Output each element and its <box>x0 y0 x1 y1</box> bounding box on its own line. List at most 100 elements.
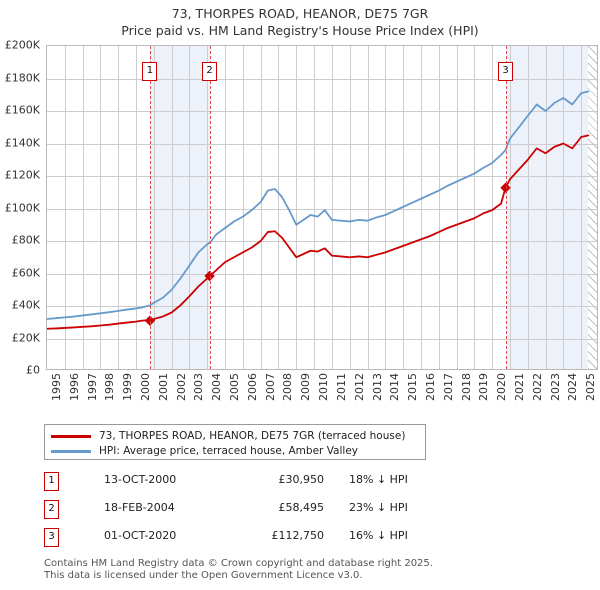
x-axis-tick-label: 2024 <box>566 373 580 401</box>
y-axis-tick-label: £140K <box>4 136 40 149</box>
gridline-vertical <box>314 46 315 369</box>
gridline-vertical <box>118 46 119 369</box>
sales-row-price: £58,495 <box>278 501 325 514</box>
gridline-vertical <box>439 46 440 369</box>
gridline-horizontal <box>47 274 597 275</box>
gridline-horizontal <box>47 79 597 80</box>
chart-projection-hatched-band <box>588 46 597 369</box>
y-axis-tick-label: £20K <box>11 331 40 344</box>
gridline-vertical <box>385 46 386 369</box>
sales-table-row[interactable]: 2 18-FEB-2004 £58,495 23% ↓ HPI <box>44 498 464 526</box>
sales-history-table: 1 13-OCT-2000 £30,950 18% ↓ HPI 2 18-FEB-2004… <box>44 470 464 554</box>
x-axis-tick-label: 2008 <box>281 373 295 401</box>
y-axis-tick-label: £60K <box>11 266 40 279</box>
x-axis-tick-label: 2013 <box>370 373 384 401</box>
x-axis-tick-label: 1996 <box>67 373 81 401</box>
sales-row-price: £112,750 <box>271 529 325 542</box>
x-axis-tick-label: 2023 <box>548 373 562 401</box>
x-axis-tick-label: 2014 <box>388 373 402 401</box>
copyright-footer: Contains HM Land Registry data © Crown c… <box>44 558 584 582</box>
gridline-vertical <box>243 46 244 369</box>
y-axis-tick-label: £200K <box>4 38 40 52</box>
gridline-vertical <box>65 46 66 369</box>
legend-swatch-price-paid <box>51 434 91 438</box>
sales-row-price: £30,950 <box>278 473 325 486</box>
footer-line-1: Contains HM Land Registry data © Crown c… <box>44 558 433 569</box>
gridline-vertical <box>563 46 564 369</box>
sales-row-date: 18-FEB-2004 <box>104 501 175 514</box>
series-line <box>47 134 590 330</box>
x-axis-tick-label: 2018 <box>459 373 473 401</box>
legend-item-hpi: HPI: Average price, terraced house, Ambe… <box>51 444 419 458</box>
sales-row-date: 13-OCT-2000 <box>104 473 177 486</box>
footer-line-2: This data is licensed under the Open Gov… <box>44 570 363 581</box>
sale-number-box-3[interactable]: 3 <box>498 62 514 81</box>
x-axis-tick-label: 1995 <box>50 373 63 401</box>
sales-row-hpi-delta: 18% ↓ HPI <box>349 473 408 486</box>
x-axis-tick-label: 2011 <box>334 373 348 401</box>
chart-title-line2: Price paid vs. HM Land Registry's House … <box>121 23 479 38</box>
sales-row-hpi-delta: 23% ↓ HPI <box>349 501 408 514</box>
chart-title-block: 73, THORPES ROAD, HEANOR, DE75 7GR Price… <box>0 5 600 39</box>
gridline-horizontal <box>47 241 597 242</box>
sales-row-index-badge: 3 <box>44 528 59 547</box>
gridline-horizontal <box>47 111 597 112</box>
sale-vertical-line <box>209 46 211 369</box>
x-axis-tick-label: 2012 <box>352 373 366 401</box>
price-chart-plot-area <box>46 45 598 370</box>
x-axis-tick-label: 2003 <box>192 373 206 401</box>
gridline-vertical <box>457 46 458 369</box>
sales-table-row[interactable]: 3 01-OCT-2020 £112,750 16% ↓ HPI <box>44 526 464 554</box>
x-axis-labels: 1995 1996 1997 1998 1999 2000 2001 2002 2003 2004… <box>46 373 598 415</box>
x-axis-tick-label: 2020 <box>495 373 509 401</box>
gridline-vertical <box>261 46 262 369</box>
legend-label-price-paid: 73, THORPES ROAD, HEANOR, DE75 7GR (terr… <box>99 430 406 442</box>
x-axis-tick-label: 2007 <box>263 373 277 401</box>
gridline-vertical <box>368 46 369 369</box>
x-axis-tick-label: 2000 <box>139 373 153 401</box>
gridline-vertical <box>154 46 155 369</box>
gridline-vertical <box>492 46 493 369</box>
sale-vertical-line <box>149 46 151 369</box>
x-axis-tick-label: 2017 <box>441 373 455 401</box>
x-axis-tick-label: 2022 <box>530 373 544 401</box>
y-axis-tick-label: £40K <box>11 298 40 312</box>
legend-label-hpi: HPI: Average price, terraced house, Ambe… <box>99 445 358 457</box>
y-axis-tick-label: £180K <box>4 71 40 84</box>
x-axis-tick-label: 2002 <box>174 373 188 401</box>
chart-legend: 73, THORPES ROAD, HEANOR, DE75 7GR (terr… <box>44 424 426 460</box>
sales-row-index-badge: 2 <box>44 500 59 519</box>
x-axis-tick-label: 1999 <box>121 373 135 401</box>
gridline-horizontal <box>47 339 597 340</box>
y-axis-tick-label: £120K <box>4 168 40 182</box>
gridline-horizontal <box>47 209 597 210</box>
gridline-vertical <box>207 46 208 369</box>
y-axis-tick-label: £100K <box>4 201 40 214</box>
series-line <box>47 90 590 320</box>
gridline-vertical <box>510 46 511 369</box>
x-axis-tick-label: 2019 <box>477 373 491 401</box>
legend-swatch-hpi <box>51 449 91 453</box>
y-axis-tick-label: £160K <box>4 103 40 117</box>
gridline-horizontal <box>47 306 597 307</box>
sale-number-box-1[interactable]: 1 <box>142 62 158 81</box>
sale-number-box-2[interactable]: 2 <box>202 62 218 81</box>
y-axis-labels: £0 £20K £40K £60K £80K £100K £120K £140K £160K £1… <box>0 39 44 377</box>
x-axis-tick-label: 2021 <box>512 373 526 401</box>
gridline-horizontal <box>47 176 597 177</box>
gridline-vertical <box>546 46 547 369</box>
gridline-vertical <box>136 46 137 369</box>
sales-table-row[interactable]: 1 13-OCT-2000 £30,950 18% ↓ HPI <box>44 470 464 498</box>
x-axis-tick-label: 2015 <box>406 373 420 401</box>
x-axis-tick-label: 1998 <box>103 373 117 401</box>
x-axis-tick-label: 2001 <box>156 373 170 401</box>
gridline-vertical <box>83 46 84 369</box>
gridline-vertical <box>581 46 582 369</box>
gridline-vertical <box>100 46 101 369</box>
gridline-vertical <box>474 46 475 369</box>
x-axis-tick-label: 2016 <box>423 373 437 401</box>
chart-title-line1: 73, THORPES ROAD, HEANOR, DE75 7GR <box>171 6 429 21</box>
gridline-vertical <box>296 46 297 369</box>
y-axis-tick-label: £80K <box>11 233 40 247</box>
legend-item-price-paid: 73, THORPES ROAD, HEANOR, DE75 7GR (terr… <box>51 429 419 443</box>
